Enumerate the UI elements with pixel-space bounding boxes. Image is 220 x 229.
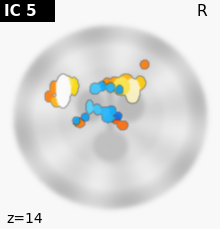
Text: IC 5: IC 5 (4, 3, 37, 19)
Bar (0, 0, 55, 22)
Text: R: R (197, 5, 207, 19)
Text: z=14: z=14 (6, 212, 43, 226)
